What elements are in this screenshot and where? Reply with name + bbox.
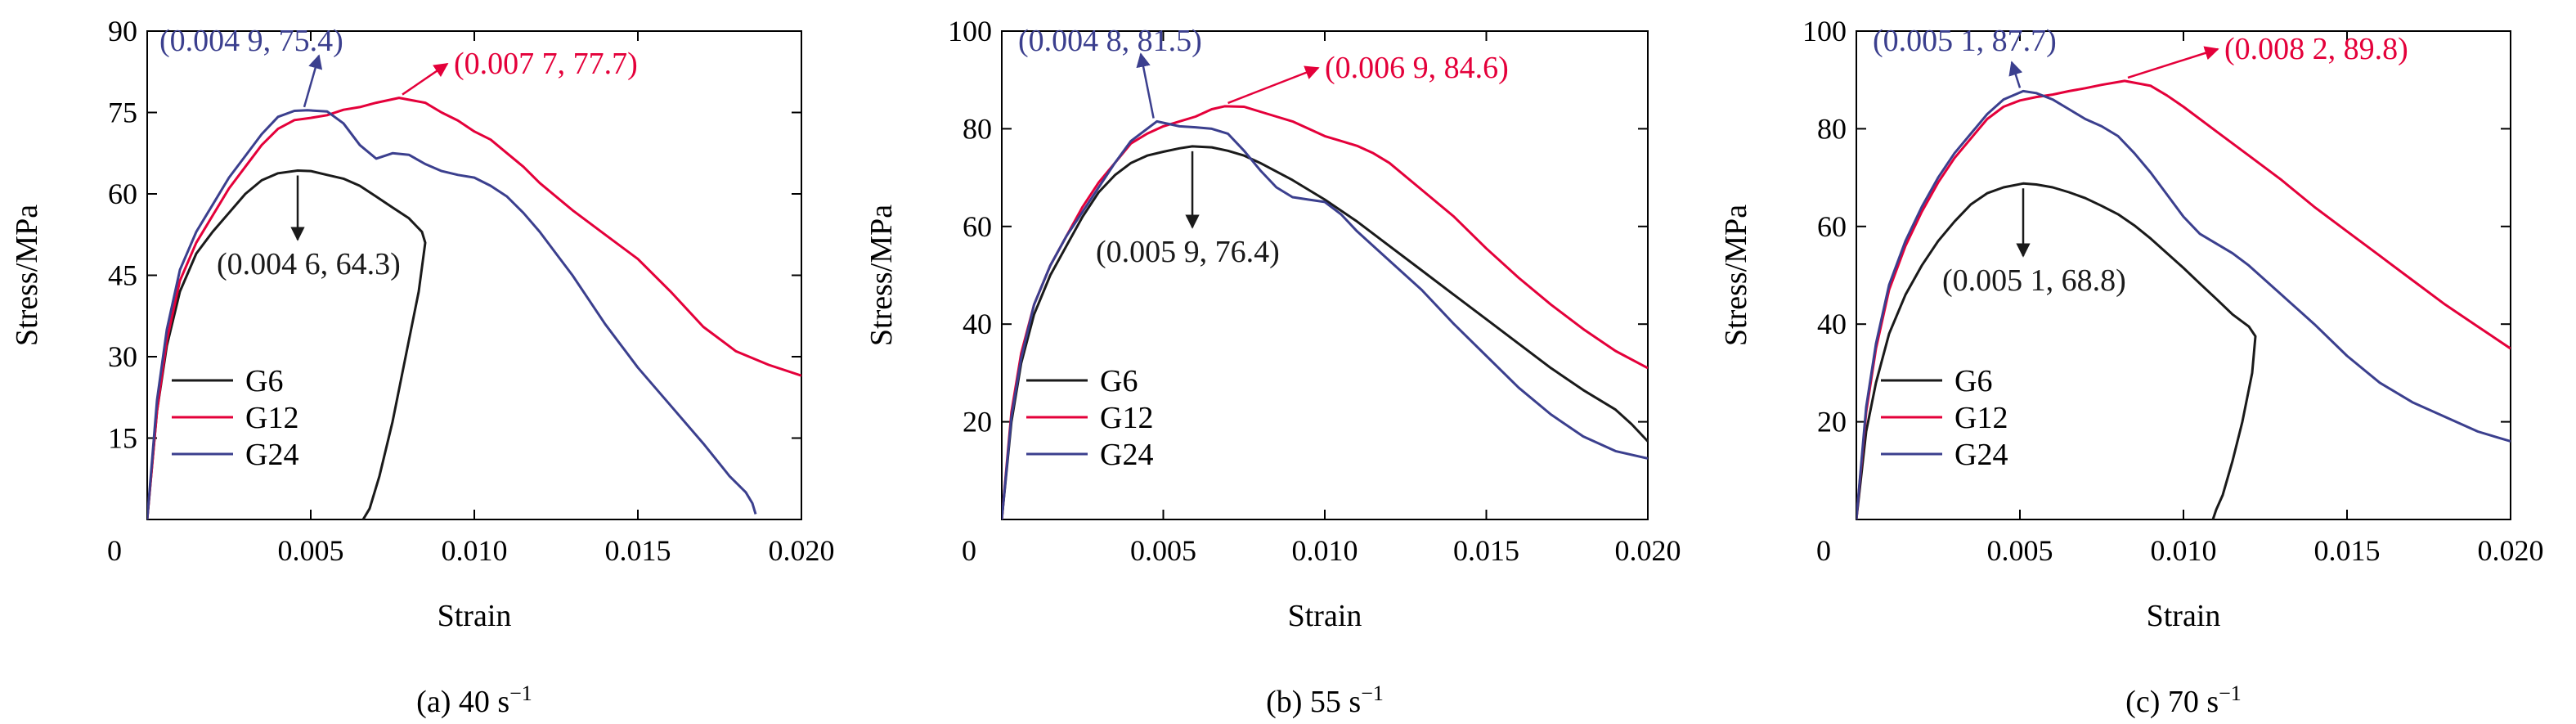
legend-label-g6: G6 bbox=[245, 364, 283, 398]
x-tick-label: 0.015 bbox=[1453, 534, 1519, 567]
x-tick-label: 0.020 bbox=[769, 534, 835, 567]
y-tick-label: 90 bbox=[108, 15, 137, 47]
annotation-label: (0.004 6, 64.3) bbox=[217, 247, 401, 281]
plot-frame bbox=[1001, 30, 1649, 520]
y-tick-label: 75 bbox=[108, 97, 137, 129]
legend-label-g6: G6 bbox=[1100, 364, 1138, 398]
x-tick-label: 0.005 bbox=[1987, 534, 2053, 567]
y-tick-label: 60 bbox=[963, 210, 992, 243]
x-tick-label: 0.015 bbox=[2314, 534, 2381, 567]
x-axis-label: Strain bbox=[2147, 599, 2221, 633]
series-line-g6 bbox=[147, 169, 427, 519]
annotation-label: (0.005 9, 76.4) bbox=[1096, 235, 1280, 269]
series-line-g24 bbox=[147, 109, 757, 519]
series-line-g6 bbox=[1856, 182, 2257, 519]
x-tick-label: 0.010 bbox=[442, 534, 508, 567]
x-tick-label: 0.005 bbox=[1130, 534, 1196, 567]
annotation-label: (0.005 1, 68.8) bbox=[1942, 263, 2126, 298]
annotation-label: (0.004 8, 81.5) bbox=[1018, 24, 1202, 58]
annotation-label: (0.004 9, 75.4) bbox=[159, 24, 343, 58]
y-tick-label: 100 bbox=[948, 15, 992, 47]
x-tick-label: 0.010 bbox=[2151, 534, 2217, 567]
series-line-g24 bbox=[1856, 89, 2511, 519]
y-axis-label: Stress/MPa bbox=[10, 205, 44, 346]
annotation-arrow bbox=[303, 54, 323, 108]
panel-caption: (a) 40 s−1 bbox=[416, 681, 532, 719]
series-line-g6 bbox=[1002, 145, 1648, 519]
series-line-g24 bbox=[1002, 119, 1648, 519]
x-tick-label: 0.020 bbox=[2478, 534, 2544, 567]
panel-caption: (c) 70 s−1 bbox=[2125, 681, 2242, 719]
annotation-arrow bbox=[1136, 52, 1155, 119]
legend-label-g24: G24 bbox=[245, 438, 298, 472]
x-tick-label: 0 bbox=[962, 534, 976, 567]
caption-superscript: −1 bbox=[2219, 681, 2242, 705]
annotation-label: (0.005 1, 87.7) bbox=[1873, 24, 2057, 58]
caption-superscript: −1 bbox=[1361, 681, 1384, 705]
x-tick-label: 0.005 bbox=[278, 534, 344, 567]
series-line-g12 bbox=[1856, 79, 2511, 519]
legend-label-g12: G12 bbox=[245, 401, 298, 435]
y-tick-label: 20 bbox=[1817, 406, 1847, 438]
y-tick-label: 60 bbox=[108, 178, 137, 210]
legend-label-g12: G12 bbox=[1954, 401, 2008, 435]
annotation-arrow bbox=[2127, 46, 2219, 79]
y-tick-label: 60 bbox=[1817, 210, 1847, 243]
y-tick-label: 80 bbox=[963, 112, 992, 145]
y-tick-label: 80 bbox=[1817, 112, 1847, 145]
x-tick-label: 0 bbox=[107, 534, 122, 567]
x-tick-label: 0 bbox=[1816, 534, 1831, 567]
y-tick-label: 20 bbox=[963, 406, 992, 438]
annotation-arrow bbox=[402, 62, 449, 96]
chart-panel-2: 0 0.005 0.010 0.015 0.020 20 40 60 80 100 Strain St… bbox=[864, 15, 1681, 719]
annotation-label: (0.007 7, 77.7) bbox=[454, 47, 638, 81]
chart-panel-3: 0 0.005 0.010 0.015 0.020 20 40 60 80 100 Strain St… bbox=[1719, 15, 2544, 719]
x-axis-label: Strain bbox=[1288, 599, 1362, 633]
y-tick-label: 30 bbox=[108, 340, 137, 373]
x-tick-label: 0.015 bbox=[605, 534, 671, 567]
annotation-label: (0.008 2, 89.8) bbox=[2224, 32, 2408, 66]
annotation-arrow bbox=[2008, 61, 2023, 88]
y-axis-label: Stress/MPa bbox=[1719, 205, 1753, 346]
legend-label-g24: G24 bbox=[1954, 438, 2008, 472]
y-tick-label: 45 bbox=[108, 259, 137, 292]
series-line-g12 bbox=[1002, 105, 1648, 519]
y-tick-label: 40 bbox=[1817, 308, 1847, 340]
series-line-g12 bbox=[147, 97, 801, 519]
legend-label-g12: G12 bbox=[1100, 401, 1153, 435]
annotation-label: (0.006 9, 84.6) bbox=[1325, 51, 1509, 85]
legend-label-g24: G24 bbox=[1100, 438, 1153, 472]
annotation-arrow bbox=[1227, 65, 1320, 105]
x-axis-label: Strain bbox=[438, 599, 512, 633]
panel-caption: (b) 55 s−1 bbox=[1266, 681, 1384, 719]
caption-superscript: −1 bbox=[509, 681, 532, 705]
y-tick-label: 100 bbox=[1802, 15, 1847, 47]
x-tick-label: 0.020 bbox=[1615, 534, 1681, 567]
y-tick-label: 15 bbox=[108, 422, 137, 455]
chart-panel-1: 0 0.005 0.010 0.015 0.020 15 30 45 60 75 90 Strain S… bbox=[10, 15, 835, 719]
x-tick-label: 0.010 bbox=[1292, 534, 1358, 567]
y-axis-label: Stress/MPa bbox=[864, 205, 899, 346]
y-tick-label: 40 bbox=[963, 308, 992, 340]
legend-label-g6: G6 bbox=[1954, 364, 1992, 398]
